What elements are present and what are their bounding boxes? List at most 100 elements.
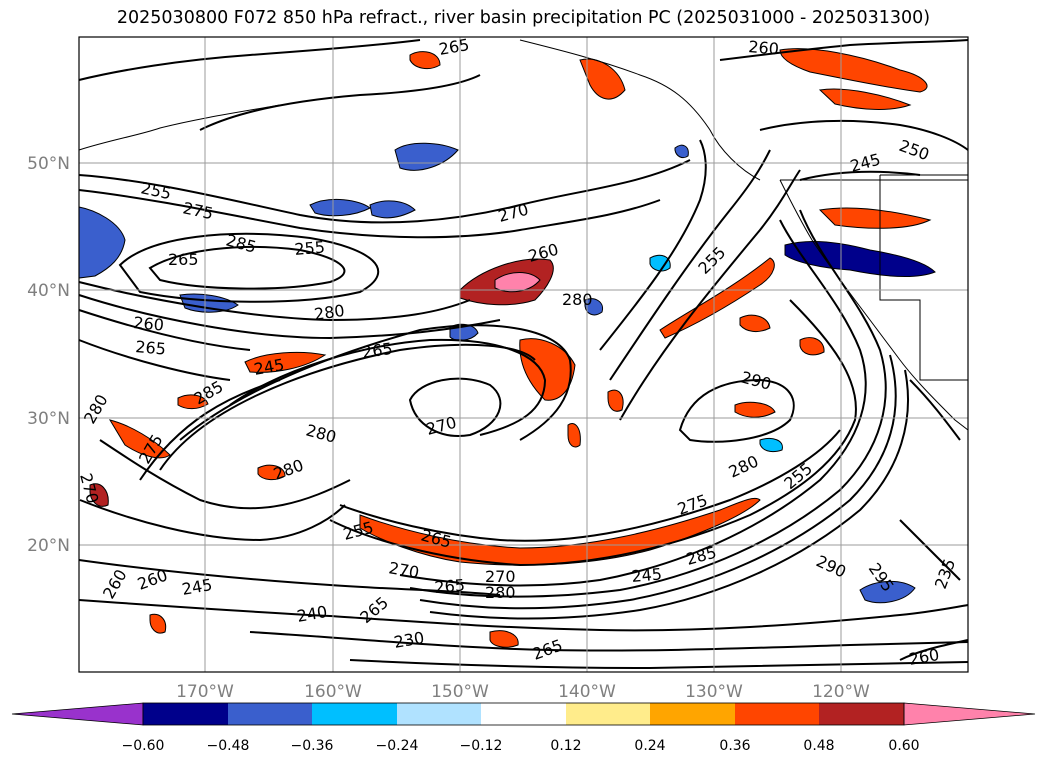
- colorbar-tick-label: 0.12: [550, 738, 581, 754]
- positive-anomaly-region: [489, 630, 519, 648]
- contour-label: 280: [562, 290, 593, 309]
- colorbar-extend-high: [903, 702, 1036, 726]
- contour-label: 260: [526, 240, 560, 266]
- contour-line: [419, 354, 897, 610]
- lat-tick-label: 40°N: [27, 281, 70, 301]
- positive-anomaly-region: [567, 423, 581, 448]
- contour-line: [78, 294, 501, 340]
- positive-anomaly-region: [108, 419, 171, 459]
- colorbar-frame: [142, 702, 905, 726]
- colorbar-segment: [481, 703, 566, 725]
- lon-tick-label: 150°W: [431, 682, 489, 702]
- contour-line: [139, 379, 281, 481]
- contour-line: [719, 39, 969, 61]
- contour-label: 280: [726, 451, 762, 481]
- colorbar-segment: [397, 703, 481, 725]
- lat-tick-label: 30°N: [27, 409, 70, 429]
- contour-line: [148, 245, 346, 290]
- contour-label: 265: [135, 337, 167, 359]
- coastlines: [78, 39, 969, 431]
- colorbar-extend-low: [11, 702, 144, 726]
- positive-anomaly-region: [149, 613, 167, 634]
- coastline: [519, 39, 761, 181]
- contour-line: [78, 559, 501, 596]
- negative-anomaly-region: [859, 581, 916, 604]
- contour-label: 250: [897, 136, 932, 164]
- contour-line: [78, 339, 231, 381]
- contour-label: 275: [181, 198, 215, 223]
- positive-anomaly-region: [177, 394, 209, 410]
- coastline: [779, 179, 969, 431]
- lat-tick-label: 20°N: [27, 536, 70, 556]
- colorbar-tick-label: −0.36: [291, 738, 334, 754]
- colorbar-segment: [143, 703, 228, 725]
- positive-anomaly-region: [257, 464, 286, 481]
- contour-label: 265: [168, 250, 199, 269]
- positive-anomaly-region: [779, 48, 928, 93]
- contour-line: [599, 139, 707, 351]
- contour-line: [79, 499, 346, 542]
- contour-line: [759, 119, 969, 151]
- contour-label: 260: [748, 37, 780, 59]
- contour-label: 260: [133, 313, 165, 335]
- lat-axis-labels: 50°N 40°N 30°N 20°N: [27, 154, 70, 556]
- contour-label: 245: [252, 355, 285, 379]
- lon-tick-label: 160°W: [304, 682, 362, 702]
- contour-line: [99, 439, 351, 510]
- contour-label: 290: [739, 368, 773, 394]
- colorbar-tick-label: 0.24: [634, 738, 665, 754]
- contour-label: 265: [530, 635, 565, 663]
- negative-anomaly-region: [674, 144, 689, 159]
- contour-line: [899, 519, 961, 581]
- contour-line: [399, 219, 867, 587]
- negative-anomaly-region: [584, 298, 604, 316]
- colorbar-segment: [312, 703, 397, 725]
- contour-line: [78, 189, 661, 239]
- contour-line: [78, 599, 969, 632]
- negative-anomaly-region: [649, 254, 671, 272]
- positive-anomaly-region: [739, 314, 771, 333]
- negative-anomaly-region: [759, 437, 783, 453]
- contour-line: [249, 631, 969, 652]
- negative-anomaly-region: [78, 206, 126, 279]
- contour-line: [78, 159, 691, 224]
- contour-line: [78, 39, 421, 81]
- colorbar-tick-label: −0.60: [122, 738, 165, 754]
- contour-label: 265: [361, 339, 394, 362]
- gridlines: [79, 37, 968, 672]
- contour-line: [339, 429, 841, 542]
- contour-line: [899, 639, 969, 661]
- coastline: [78, 104, 281, 151]
- contour-line: [349, 659, 969, 670]
- colorbar-tick-label: 0.48: [803, 738, 834, 754]
- contour-line: [229, 338, 547, 436]
- contour-label: 255: [341, 518, 375, 544]
- map-frame: [78, 36, 969, 673]
- colorbar-segment: [735, 703, 819, 725]
- colorbar-tick-label: 0.36: [719, 738, 750, 754]
- contour-line: [909, 379, 961, 441]
- contour-label: 255: [294, 237, 326, 259]
- colorbar-segment: [650, 703, 735, 725]
- positive-anomaly-region: [519, 338, 576, 401]
- negative-anomaly-region: [394, 142, 459, 171]
- positive-anomaly-region: [818, 88, 912, 110]
- contour-label: 265: [437, 35, 470, 59]
- contour-line: [429, 369, 909, 620]
- contour-line: [329, 299, 857, 567]
- contour-label: 270: [496, 200, 530, 226]
- contour-label: 285: [684, 543, 718, 569]
- contour-label: 280: [80, 391, 112, 427]
- contour-label: 270: [485, 567, 516, 586]
- negative-anomaly-region: [784, 240, 936, 277]
- positive-anomaly-region: [818, 207, 932, 229]
- lon-tick-label: 170°W: [176, 682, 234, 702]
- negative-anomaly-region: [179, 293, 239, 313]
- contour-label: 245: [180, 575, 213, 599]
- contour-label: 260: [135, 565, 170, 593]
- lon-tick-label: 130°W: [685, 682, 743, 702]
- contour-label: 265: [356, 593, 392, 627]
- colorbar-tick-label: −0.12: [460, 738, 503, 754]
- positive-anomaly-region: [734, 401, 776, 418]
